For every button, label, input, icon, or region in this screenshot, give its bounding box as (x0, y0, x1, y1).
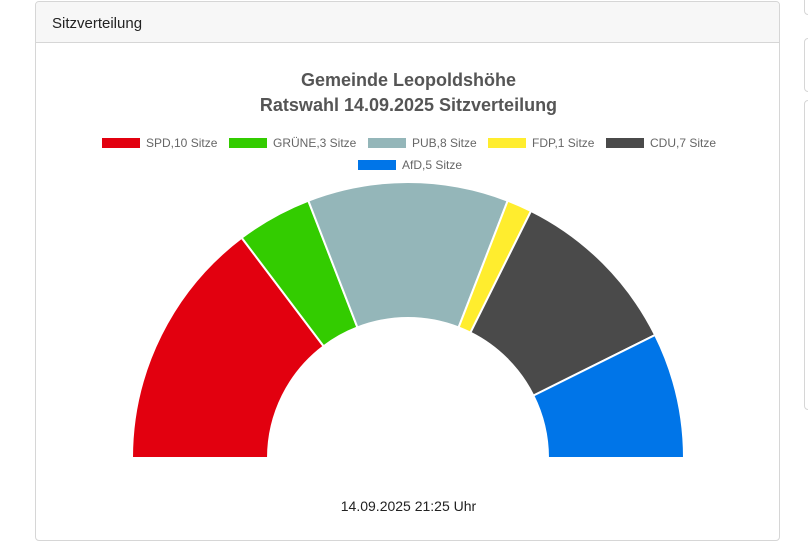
chart-title-line-2: Ratswahl 14.09.2025 Sitzverteilung (259, 95, 558, 115)
legend-label: SPD,10 Sitze (146, 136, 218, 150)
seat-distribution-chart (131, 181, 685, 459)
legend-swatch (606, 138, 644, 148)
seat-segment[interactable] (131, 236, 325, 459)
legend-swatch (358, 160, 396, 170)
seat-distribution-panel: Sitzverteilung Gemeinde Leopoldshöhe Rat… (35, 1, 780, 541)
legend-label: GRÜNE,3 Sitze (273, 136, 357, 150)
legend-label: FDP,1 Sitze (532, 136, 595, 150)
panel-header: Sitzverteilung (36, 2, 779, 43)
legend-label: CDU,7 Sitze (650, 136, 717, 150)
legend-swatch (102, 138, 140, 148)
side-panel-edge-middle (804, 38, 808, 92)
panel-title: Sitzverteilung (52, 15, 143, 32)
update-timestamp: 14.09.2025 21:25 Uhr (340, 498, 477, 514)
seat-segment[interactable] (532, 333, 685, 459)
legend-swatch (488, 138, 526, 148)
legend-label: PUB,8 Sitze (412, 136, 477, 150)
legend-label: AfD,5 Sitze (402, 158, 463, 172)
chart-title-line-1: Gemeinde Leopoldshöhe (300, 70, 517, 90)
legend-swatch (368, 138, 406, 148)
side-panel-edge-top (804, 0, 808, 15)
legend-swatch (229, 138, 267, 148)
side-panel-edge-bottom (804, 100, 808, 410)
